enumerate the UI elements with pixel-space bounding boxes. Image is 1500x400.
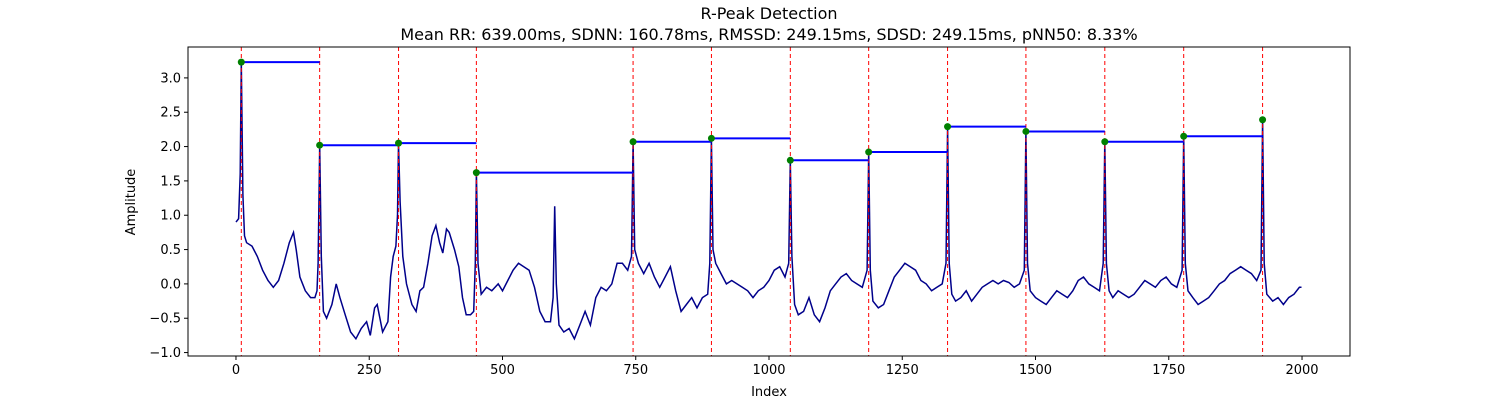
y-axis: −1.0 −0.5 0.0 0.5 1.0 1.5 2.0 2.5 3.0 (149, 71, 188, 361)
x-tick-label: 0 (232, 363, 240, 378)
x-tick-label: 500 (490, 363, 515, 378)
y-axis-label: Amplitude (124, 169, 139, 236)
ecg-signal-line (235, 62, 1302, 341)
y-tick-label: 2.5 (160, 106, 181, 121)
x-tick-label: 1500 (1019, 363, 1052, 378)
r-peak-marker-1 (316, 141, 324, 149)
r-peak-marker-3 (472, 169, 480, 177)
r-peak-marker-12 (1259, 116, 1267, 124)
y-tick-label: 0.0 (160, 277, 181, 292)
x-tick-label: 250 (357, 363, 382, 378)
chart-title: R-Peak Detection (700, 4, 837, 23)
x-tick-label: 2000 (1285, 363, 1318, 378)
x-tick-label: 1000 (752, 363, 785, 378)
r-peak-marker-7 (865, 148, 873, 156)
y-tick-label: −1.0 (149, 346, 181, 361)
y-tick-label: 0.5 (160, 243, 181, 258)
y-tick-label: 2.0 (160, 140, 181, 155)
plot-area (235, 47, 1302, 356)
r-peak-marker-8 (944, 123, 952, 131)
y-tick-label: 1.5 (160, 174, 181, 189)
r-peak-marker-2 (395, 139, 403, 147)
axes-frame (187, 46, 1351, 357)
y-tick-label: −0.5 (149, 312, 181, 327)
x-axis-label: Index (751, 385, 787, 400)
x-axis: 0 250 500 750 1000 1250 1500 1750 2000 (232, 356, 1319, 378)
x-tick-label: 1750 (1152, 363, 1185, 378)
r-peak-marker-4 (629, 138, 637, 146)
r-peak-marker-10 (1101, 138, 1109, 146)
r-peak-marker-5 (707, 134, 715, 142)
r-peak-marker-6 (786, 156, 794, 164)
y-tick-label: 3.0 (160, 71, 181, 86)
r-peak-marker-9 (1022, 127, 1030, 135)
chart-subtitle: Mean RR: 639.00ms, SDNN: 160.78ms, RMSSD… (400, 25, 1137, 44)
r-peak-marker-11 (1180, 132, 1188, 140)
x-tick-label: 750 (623, 363, 648, 378)
x-tick-label: 1250 (886, 363, 919, 378)
y-tick-label: 1.0 (160, 209, 181, 224)
r-peak-marker-0 (237, 58, 245, 66)
